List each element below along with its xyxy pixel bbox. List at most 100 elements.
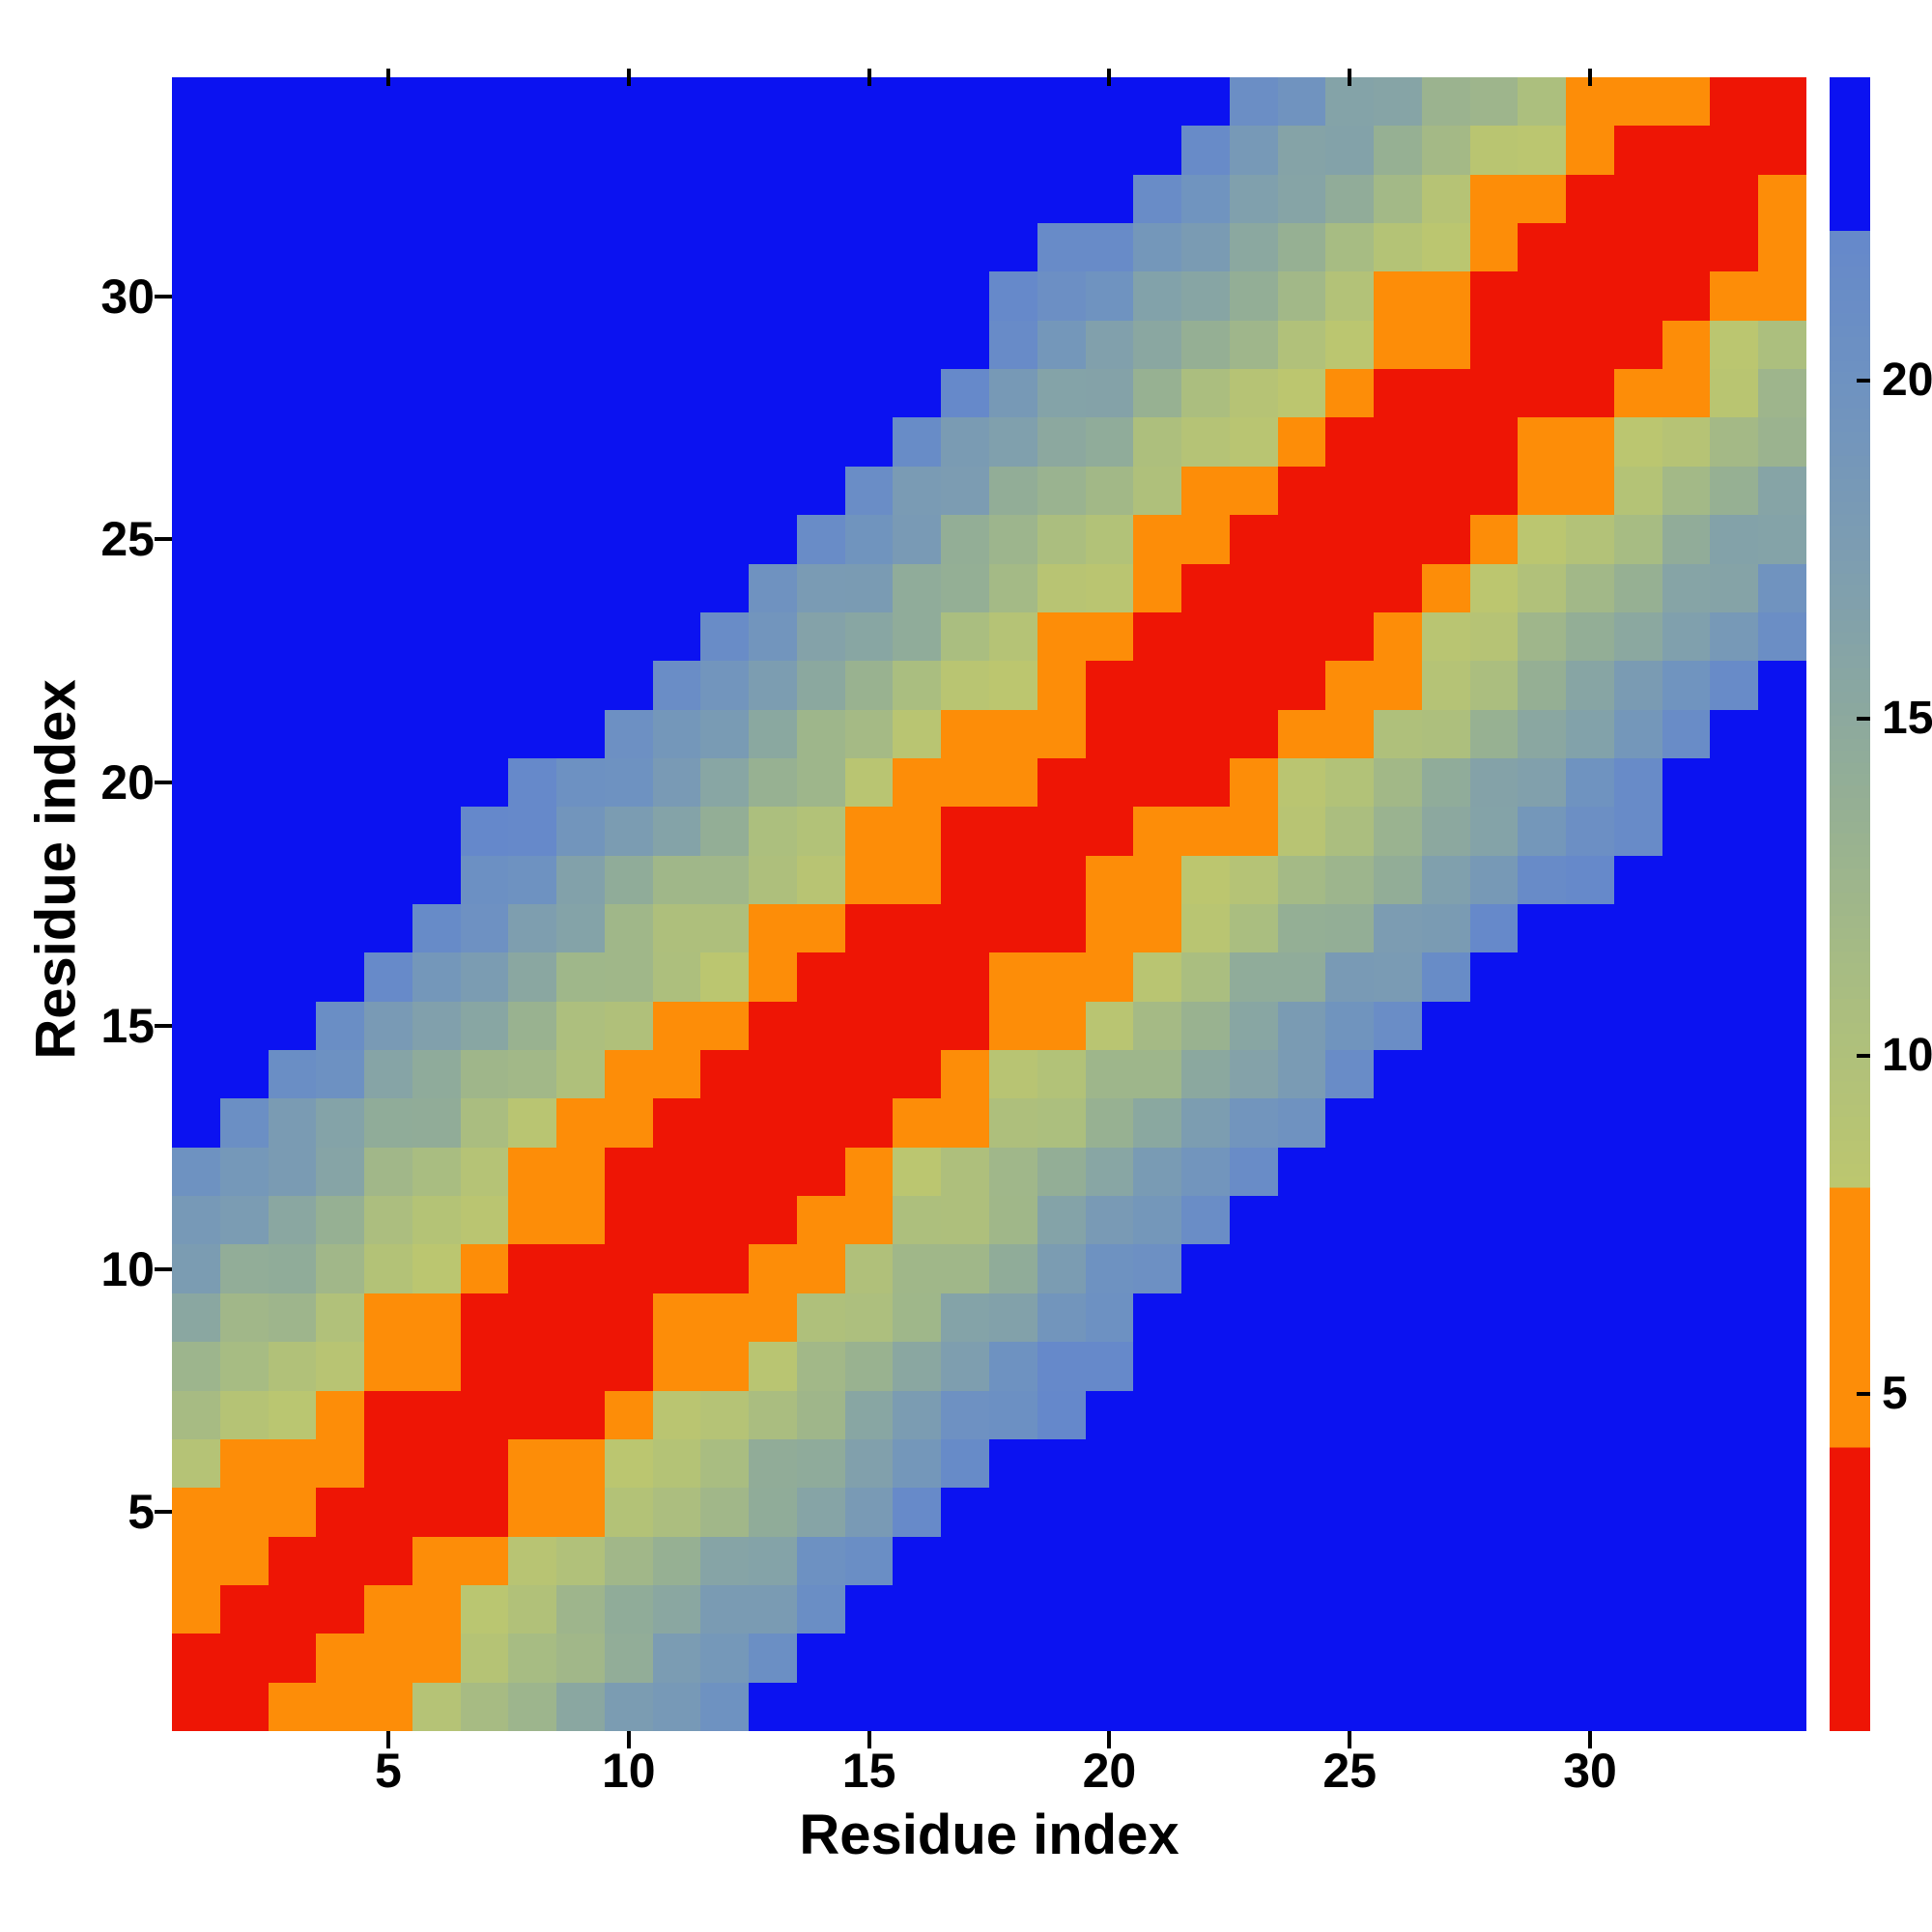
heatmap-cell [508,1050,557,1099]
heatmap-cell [652,1147,701,1197]
heatmap-cell [1325,1147,1375,1197]
heatmap-cell [1518,1488,1567,1537]
heatmap-cell [1518,807,1567,856]
heatmap-cell [941,661,989,710]
heatmap-cell [941,1634,989,1683]
heatmap-cell [508,320,557,370]
heatmap-cell [508,563,557,612]
heatmap-cell [1469,611,1519,662]
heatmap-cell [1566,611,1614,662]
heatmap-cell [412,1244,461,1293]
heatmap-cell [700,320,750,370]
heatmap-cell [1518,1342,1567,1391]
heatmap-cell [1277,855,1326,904]
heatmap-cell [508,611,557,662]
heatmap-cell [749,709,797,758]
heatmap-cell [1133,709,1182,758]
heatmap-cell [364,1196,412,1245]
heatmap-cell [316,515,365,564]
heatmap-cell [1662,807,1711,856]
heatmap-cell [1469,903,1519,953]
heatmap-cell [652,1342,701,1391]
heatmap-cell [1374,515,1422,564]
heatmap-cell [364,126,412,175]
heatmap-cell [364,1682,412,1731]
x-tick-label: 25 [1322,1744,1378,1798]
heatmap-cell [1374,126,1422,175]
heatmap-cell [412,903,461,953]
heatmap-cell [652,320,701,370]
heatmap-cell [1758,1098,1806,1148]
heatmap-cell [1518,611,1567,662]
heatmap-cell [1469,709,1519,758]
heatmap-cell [652,611,701,662]
heatmap-cell [604,1634,653,1683]
heatmap-cell [1421,126,1470,175]
heatmap-cell [844,1050,894,1099]
heatmap-cell [1181,1098,1230,1148]
heatmap-cell [460,1293,509,1343]
heatmap-cell [1566,515,1614,564]
heatmap-cell [844,174,894,224]
heatmap-cell [1325,466,1375,516]
heatmap-cell [796,1293,845,1343]
heatmap-cell [796,369,845,418]
heatmap-cell [1037,271,1086,321]
heatmap-cell [1421,855,1470,904]
heatmap-cell [844,369,894,418]
heatmap-cell [1710,1390,1759,1439]
heatmap-cell [988,1098,1037,1148]
heatmap-cell [508,126,557,175]
heatmap-cell [941,1682,989,1731]
heatmap-cell [844,1342,894,1391]
heatmap-cell [700,855,750,904]
heatmap-cell [893,1098,942,1148]
heatmap-cell [1277,1196,1326,1245]
heatmap-cell [1277,126,1326,175]
heatmap-cell [219,757,269,808]
heatmap-cell [1229,709,1278,758]
heatmap-cell [1181,1050,1230,1099]
heatmap-cell [1229,1390,1278,1439]
heatmap-cell [1613,807,1662,856]
heatmap-cell [1421,563,1470,612]
heatmap-cell [1710,1488,1759,1537]
heatmap-cell [556,709,605,758]
heatmap-cell [796,271,845,321]
heatmap-cell [556,223,605,272]
heatmap-cell [1181,1293,1230,1343]
heatmap-cell [1613,855,1662,904]
heatmap-cell [796,563,845,612]
heatmap-cell [1710,1050,1759,1099]
heatmap-cell [172,126,220,175]
heatmap-cell [604,271,653,321]
heatmap-cell [1518,1196,1567,1245]
heatmap-cell [1613,952,1662,1002]
heatmap-cell [1229,1584,1278,1634]
heatmap-cell [652,1293,701,1343]
heatmap-cell [268,952,317,1002]
heatmap-cell [316,1584,365,1634]
heatmap-cell [604,1584,653,1634]
heatmap-cell [1566,1050,1614,1099]
heatmap-cell [700,1488,750,1537]
heatmap-cell [219,466,269,516]
heatmap-cell [1469,1098,1519,1148]
heatmap-cell [749,515,797,564]
heatmap-cell [1037,903,1086,953]
heatmap-cell [1613,1536,1662,1585]
heatmap-cell [700,1342,750,1391]
heatmap-cell [1758,1438,1806,1489]
heatmap-cell [219,126,269,175]
heatmap-cell [749,223,797,272]
heatmap-cell [1374,952,1422,1002]
heatmap-cell [844,757,894,808]
heatmap-cell [1613,1001,1662,1051]
heatmap-cell [1421,1342,1470,1391]
heatmap-cell [412,709,461,758]
heatmap-cell [652,661,701,710]
heatmap-cell [219,1244,269,1293]
heatmap-cell [1085,1488,1134,1537]
heatmap-cell [1662,271,1711,321]
heatmap-cell [1566,1244,1614,1293]
